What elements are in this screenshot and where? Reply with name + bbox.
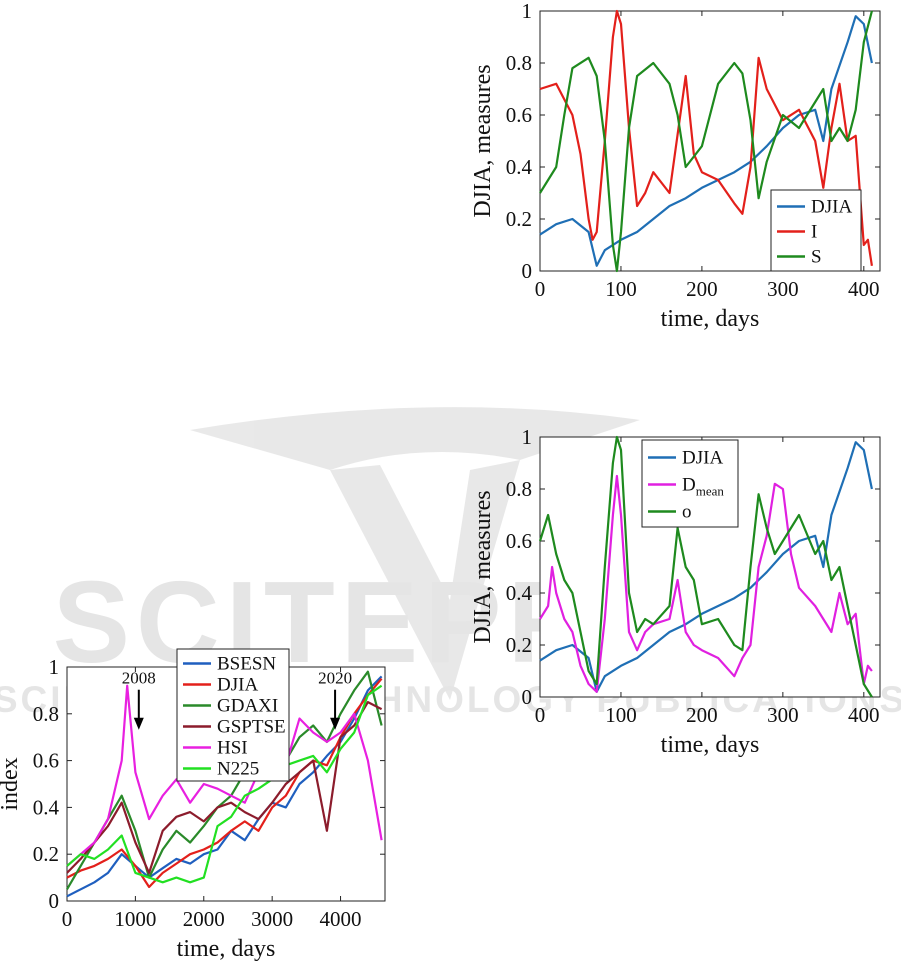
x-tick-label: 0 [62, 907, 73, 931]
legend-label-s: S [811, 247, 822, 268]
legend-label-gsptse: GSPTSE [217, 717, 286, 738]
x-axis-label: time, days [661, 732, 760, 758]
chart-index: 0 1000 2000 3000 4000 0 0.2 0.4 0.6 0.8 1 time, day… [0, 648, 386, 962]
x-axis-label: time, days [661, 306, 760, 332]
x-tick-label: 300 [767, 277, 799, 301]
y-axis-label: DJIA, measures [470, 64, 496, 217]
y-tick-label: 0.2 [506, 633, 532, 657]
x-tick-label: 200 [686, 277, 718, 301]
x-tick-label: 0 [535, 277, 546, 301]
x-axis-label: time, days [177, 936, 276, 962]
x-tick-label: 200 [686, 703, 718, 727]
series-line-hsi [66, 684, 383, 867]
x-tick-label: 1000 [114, 907, 156, 931]
y-tick-label: 0 [49, 889, 60, 913]
series-line-gsptse [66, 700, 383, 875]
x-tick-label: 300 [767, 703, 799, 727]
y-tick-label: 0.6 [506, 529, 532, 553]
legend-box [176, 648, 290, 782]
x-tick-label: 4000 [320, 907, 362, 931]
y-tick-label: 0.4 [506, 581, 533, 605]
legend-label-djia: DJIA [217, 675, 258, 696]
y-tick-label: 0.2 [33, 842, 59, 866]
y-axis-label: index [0, 757, 23, 810]
x-tick-label: 0 [535, 703, 546, 727]
y-tick-label: 0.8 [506, 51, 532, 75]
y-tick-label: 1 [49, 655, 60, 679]
series-line-bsesn [66, 675, 383, 898]
annotation-arrow-head [133, 717, 144, 730]
y-tick-label: 0.6 [33, 749, 59, 773]
series-line-gdaxi [66, 670, 383, 890]
y-tick-label: 0.4 [33, 795, 60, 819]
annotation-label: 2020 [318, 669, 352, 688]
chart-disc: 0 100 200 300 400 0 0.2 0.4 0.6 0.8 1 time, days DJI… [470, 0, 881, 332]
x-tick-label: 400 [848, 703, 880, 727]
series-line-djia [66, 677, 383, 889]
series-line-s [539, 10, 873, 273]
series-line-i [539, 9, 873, 266]
y-tick-label: 0 [522, 259, 533, 283]
y-tick-label: 0.6 [506, 103, 532, 127]
legend-label-djia: DJIA [811, 197, 852, 218]
annotation-arrow-head [330, 717, 341, 730]
y-axis-label: DJIA, measures [470, 490, 496, 643]
legend-label-n225: N225 [217, 759, 259, 780]
legend-label-djia: DJIA [682, 448, 723, 469]
y-tick-label: 1 [522, 425, 533, 449]
y-tick-label: 0.8 [506, 477, 532, 501]
watermark-swoosh-shape [190, 407, 640, 470]
annotation-label: 2008 [122, 669, 156, 688]
legend-label-gdaxi: GDAXI [217, 696, 278, 717]
chart-meas: 0 100 200 300 400 0 0.2 0.4 0.6 0.8 1 time, days DJI… [470, 425, 881, 758]
x-tick-label: 400 [848, 277, 880, 301]
y-tick-label: 0 [522, 685, 533, 709]
series-line-n225 [66, 684, 383, 884]
x-tick-label: 3000 [251, 907, 293, 931]
y-tick-label: 0.4 [506, 155, 533, 179]
y-tick-label: 0.8 [33, 702, 59, 726]
legend-label-subscript: mean [696, 484, 725, 499]
x-tick-label: 100 [605, 703, 637, 727]
series-line-d [539, 474, 873, 693]
legend-label-o: o [682, 502, 692, 523]
y-tick-label: 0.2 [506, 207, 532, 231]
series-line-o [538, 435, 873, 698]
x-tick-label: 2000 [183, 907, 225, 931]
y-tick-label: 1 [522, 0, 533, 23]
x-tick-label: 100 [605, 277, 637, 301]
watermark-chevron-shape [330, 460, 520, 700]
legend-label-bsesn: BSESN [217, 654, 276, 675]
legend-label-hsi: HSI [217, 738, 248, 759]
legend-label-i: I [811, 222, 817, 243]
